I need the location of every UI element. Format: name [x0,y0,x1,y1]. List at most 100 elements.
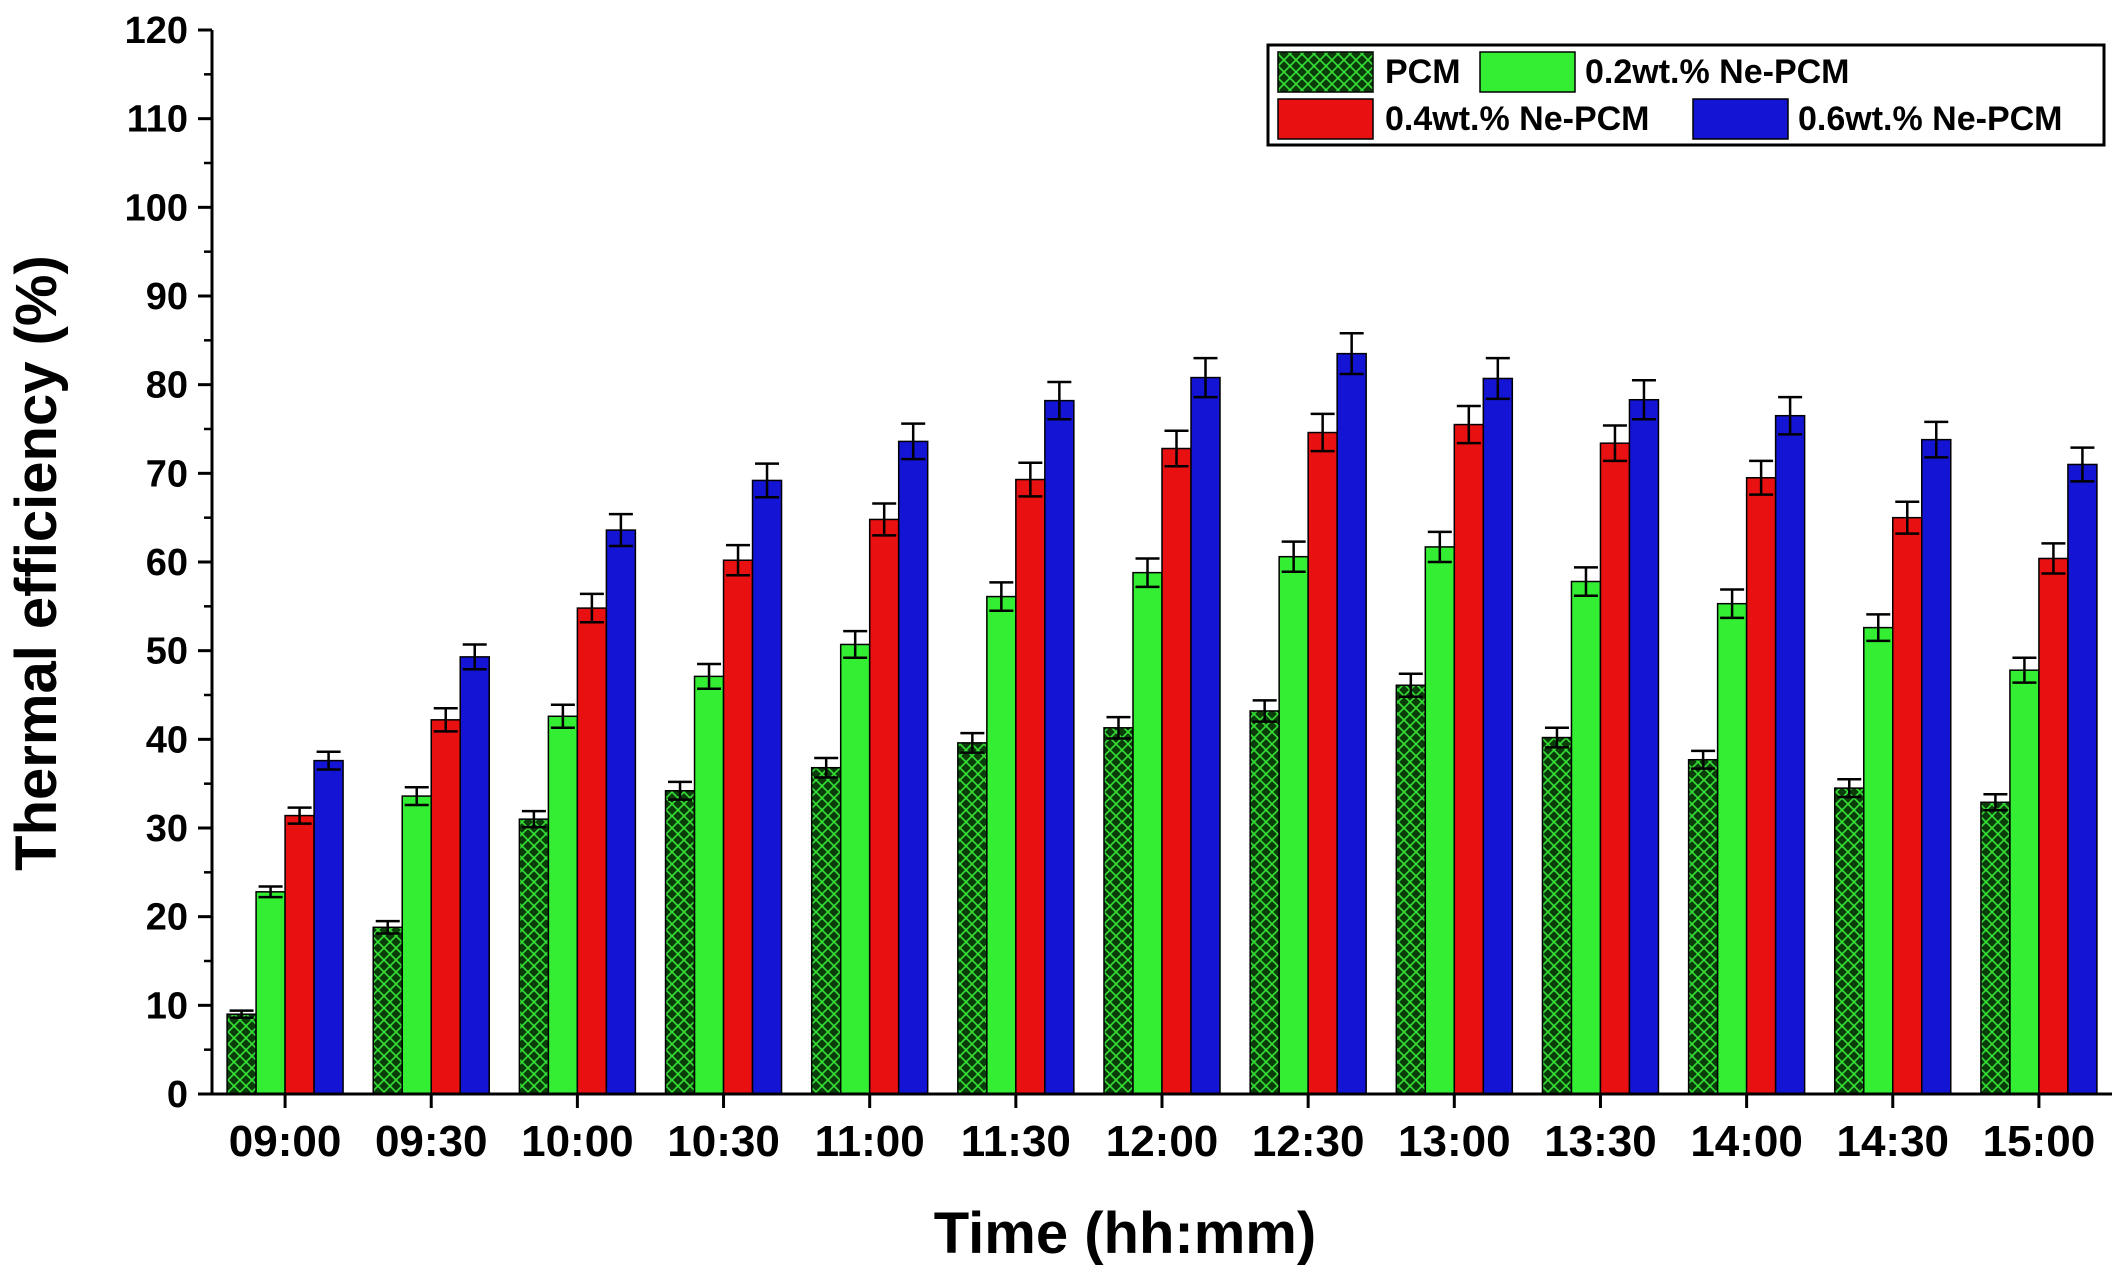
bar-0-4wt-ne-pcm-1000 [576,607,608,1095]
legend: PCM 0.2wt.% Ne-PCM 0.4wt.% Ne-PCM 0.6wt.% N… [1266,43,2106,147]
axes-layer [198,28,2112,1108]
x-tick-label: 15:00 [1983,1117,2096,1166]
bar-0-6wt-ne-pcm-1100 [897,440,929,1095]
y-tick-label: 30 [146,808,188,850]
x-tick-label: 13:30 [1544,1117,1657,1166]
error-bar [1164,429,1189,468]
error-bar [1983,793,2008,812]
bar-0-2wt-ne-pcm-1400 [1716,602,1748,1095]
bar-0-6wt-ne-pcm-1400 [1774,414,1806,1095]
error-bar [843,629,868,660]
bar-0-4wt-ne-pcm-1030 [722,559,754,1095]
error-bar [2012,656,2037,684]
error-bar [1691,749,1716,770]
bar-0-2wt-ne-pcm-1330 [1570,580,1602,1095]
error-bar [1018,461,1043,498]
y-tick-label: 0 [167,1074,188,1116]
bar-0-6wt-ne-pcm-1500 [2067,463,2098,1095]
bar-0-2wt-ne-pcm-1030 [693,675,725,1095]
error-bar [2041,542,2066,575]
x-tick-label: 10:00 [521,1117,634,1166]
error-bar [872,502,897,537]
error-bar [989,581,1014,613]
error-bar [755,462,780,499]
x-tick-label: 11:00 [815,1117,925,1166]
bar-0-2wt-ne-pcm-1430 [1863,626,1894,1095]
y-tick-label: 10 [146,985,188,1027]
bar-pcm-1300 [1395,684,1427,1095]
bar-0-4wt-ne-pcm-1100 [868,518,900,1095]
error-bar [1047,380,1072,421]
error-bar [1427,530,1452,564]
y-tick-label: 60 [146,542,188,584]
bar-pcm-1030 [664,790,696,1095]
bar-pcm-1400 [1687,758,1719,1095]
bar-pcm-0930 [372,926,403,1095]
x-tick-label: 09:00 [229,1117,342,1166]
y-tick-label: 80 [146,365,188,407]
error-bar [258,885,283,899]
legend-label: 0.4wt.% Ne-PCM [1385,100,1650,138]
error-bar [814,756,839,779]
bar-0-6wt-ne-pcm-0930 [459,656,490,1095]
error-bar [1252,699,1277,723]
bar-0-2wt-ne-pcm-1230 [1278,555,1309,1095]
legend-swatch [1479,51,1576,93]
error-bar [462,643,487,671]
error-bar [550,703,575,730]
bar-0-2wt-ne-pcm-0900 [255,891,286,1095]
x-tick-label: 12:00 [1106,1117,1219,1166]
error-bar [1339,331,1364,376]
y-tick-label: 40 [146,719,188,761]
x-tick-label: 12:30 [1252,1117,1365,1166]
legend-items: PCM 0.2wt.% Ne-PCM 0.4wt.% Ne-PCM 0.6wt.% N… [1277,51,2063,140]
legend-swatch [1277,98,1374,140]
error-bar [1602,424,1627,463]
bar-0-6wt-ne-pcm-1030 [751,479,783,1095]
bar-0-6wt-ne-pcm-1300 [1482,377,1514,1095]
bar-0-2wt-ne-pcm-1500 [2009,669,2040,1095]
error-bar [1573,566,1598,597]
bar-0-4wt-ne-pcm-1300 [1453,423,1485,1095]
legend-entry: 0.2wt.% Ne-PCM [1479,51,1850,93]
error-bar [1456,404,1481,445]
error-bar [1924,420,1949,459]
legend-entry: 0.4wt.% Ne-PCM [1277,98,1650,140]
error-bar [1720,588,1745,620]
bar-0-4wt-ne-pcm-1330 [1599,442,1631,1095]
error-bar [1749,459,1774,496]
bar-0-4wt-ne-pcm-1230 [1307,431,1338,1095]
error-bar [668,780,693,801]
bar-0-2wt-ne-pcm-1000 [547,715,579,1095]
bar-pcm-0900 [226,1013,257,1095]
x-tick-label: 13:00 [1398,1117,1511,1166]
bars-layer [226,352,2098,1095]
bar-0-4wt-ne-pcm-0900 [284,814,315,1095]
y-tick-label: 50 [146,631,188,673]
bar-pcm-1430 [1834,787,1865,1095]
error-bar [1310,412,1335,453]
error-bar [1866,613,1891,643]
bar-0-4wt-ne-pcm-0930 [430,719,461,1095]
x-tick-label: 11:30 [961,1117,1071,1166]
bar-0-6wt-ne-pcm-1130 [1044,399,1075,1095]
error-bar [1895,500,1920,535]
bar-0-6wt-ne-pcm-1000 [605,529,637,1095]
error-bar [901,422,926,461]
bar-pcm-1230 [1249,710,1280,1095]
error-bar [960,731,985,754]
legend-entry: PCM [1277,51,1461,93]
x-axis-title: Time (hh:mm) [934,1201,1316,1266]
x-tick-label: 14:00 [1690,1117,1803,1166]
error-bar [579,592,604,624]
legend-swatch [1692,98,1789,140]
error-bar [1778,395,1803,436]
bar-0-4wt-ne-pcm-1130 [1015,478,1046,1095]
legend-label: PCM [1385,53,1461,91]
bar-pcm-1100 [810,766,842,1095]
error-bar [375,919,400,935]
legend-frame [1266,43,2106,147]
y-tick-label: 110 [127,99,188,141]
tick-labels-layer: 0 10 20 30 40 50 60 70 80 90 100 110 120 09:00 09:30 10… [125,10,2096,1166]
